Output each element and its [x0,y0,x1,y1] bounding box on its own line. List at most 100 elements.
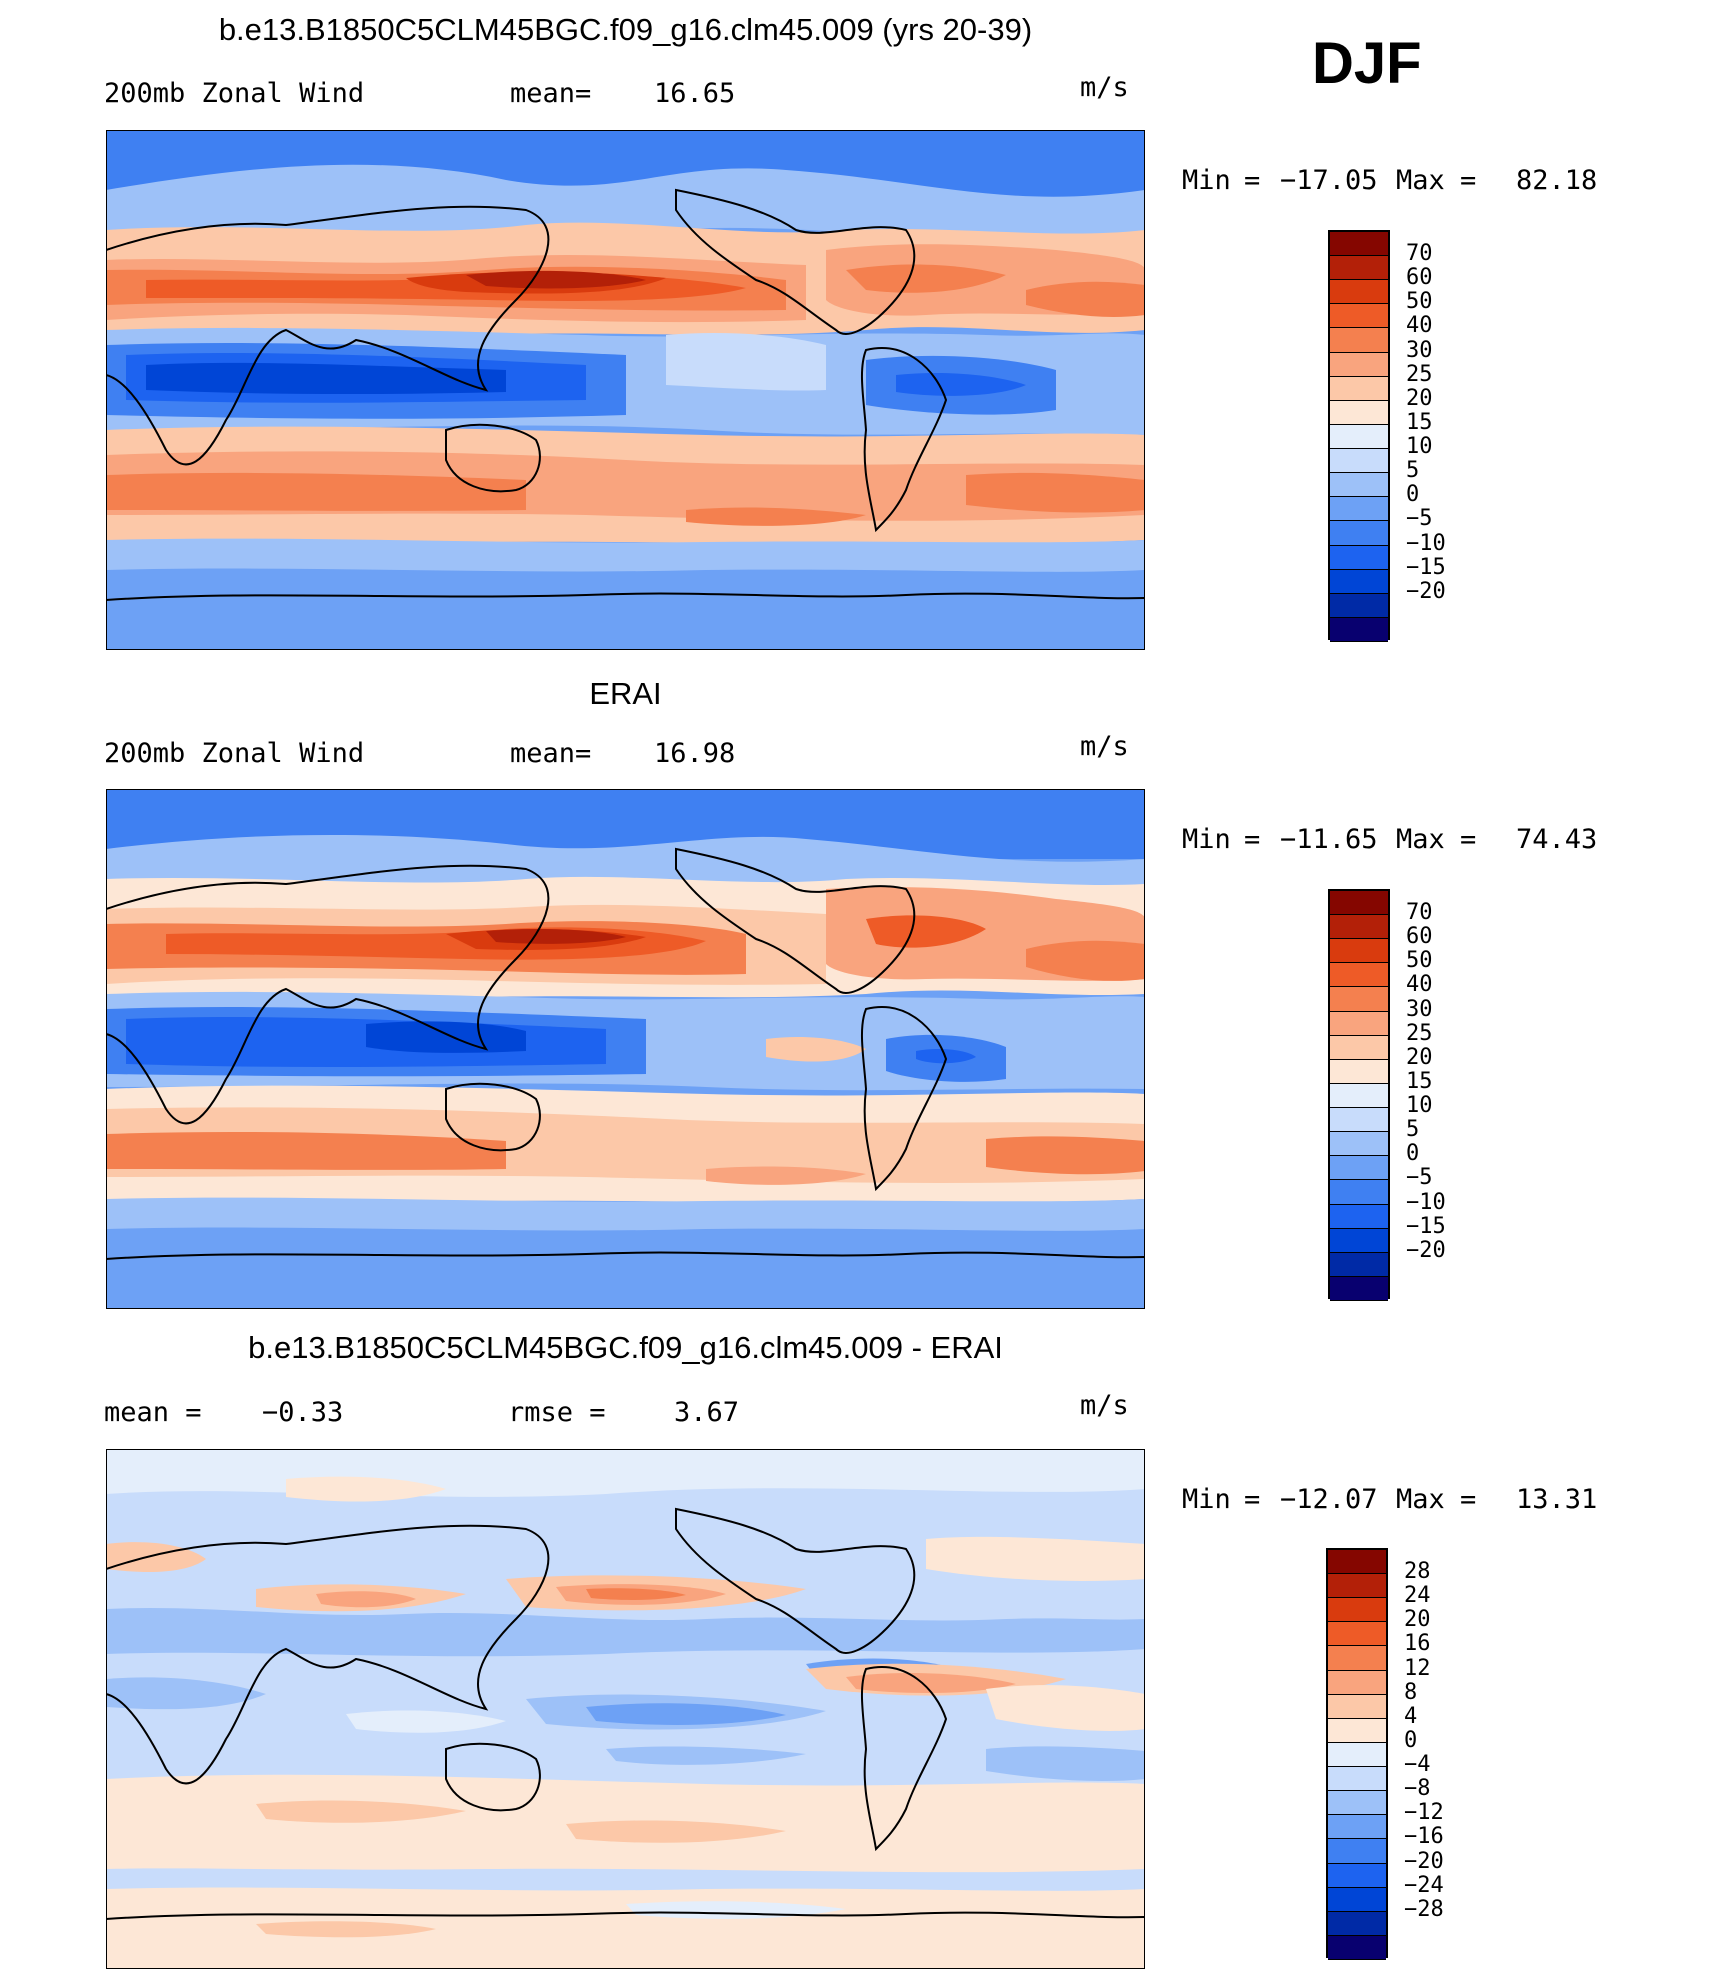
colorbar-swatch [1330,545,1388,570]
panel-1-max-eq: = [1460,165,1477,196]
colorbar-swatch [1328,1718,1386,1743]
colorbar-swatch [1330,449,1388,474]
panel-2-max-label: Max [1396,824,1445,855]
colorbar-swatch [1330,939,1388,964]
panel-3-map-svg [106,1449,1145,1969]
antarctic-inner [106,568,1145,650]
colorbar-tick-label: 20 [1404,1607,1431,1633]
south-america-coast [860,347,948,533]
colorbar-swatch [1330,473,1388,498]
panel-2-mean-value: 16.98 [654,738,736,769]
antarctic-pos [256,1921,436,1938]
colorbar-swatch [1330,256,1388,281]
panel-3-mean-label: mean = [104,1397,202,1428]
colorbar-swatch [1328,1911,1386,1936]
panel-3-colorbar: 28 24 20 16 12 8 4 0 −4 −8 −12 −16 −20 −24 −28 [1326,1548,1444,1960]
panel-1-min-label: Min [1182,165,1231,196]
eurasia-africa-coast [106,864,550,1125]
nh-jet-max [486,929,626,944]
colorbar-tick-label: 20 [1406,1044,1433,1070]
colorbar-swatch [1328,1815,1386,1840]
panel-2-title: ERAI [589,676,662,711]
colorbar-swatch [1330,1059,1388,1084]
panel-2-field-label: 200mb Zonal Wind [104,738,365,769]
colorbar-swatch [1330,424,1388,450]
australia-coast [445,1082,541,1152]
panel-3-title: b.e13.B1850C5CLM45BGC.f09_g16.clm45.009 … [248,1330,1003,1365]
sh-neg-2 [986,1746,1145,1782]
colorbar-swatch [1330,593,1388,618]
colorbar-tick-label: 20 [1406,385,1433,411]
panel-2-mean-label: mean= [510,738,592,769]
pos-east [986,1685,1145,1731]
colorbar-tick-label: 12 [1404,1655,1431,1681]
colorbar-tick-label: −15 [1406,1213,1446,1239]
panel-3-max-eq: = [1460,1484,1477,1515]
colorbar-tick-label: 25 [1406,1020,1433,1046]
colorbar-tick-label: 30 [1406,996,1433,1022]
colorbar-swatch [1330,304,1388,329]
colorbar-tick-label: −8 [1404,1776,1431,1802]
panel-2-max-value: 74.43 [1516,824,1598,855]
panel-3-rmse-value: 3.67 [674,1397,740,1428]
pacific-warm-spot [766,1037,866,1062]
colorbar-tick-label: 10 [1406,434,1433,460]
antarctica-coast [106,1911,1145,1920]
panel-2-units: m/s [1080,731,1129,762]
colorbar-tick-label: −12 [1404,1800,1444,1826]
panel-1-map-svg [106,130,1145,650]
light-patch [346,1710,506,1733]
colorbar-tick-label: −28 [1404,1896,1444,1922]
panel-2-min-eq: = [1244,824,1261,855]
colorbar-tick-label: 0 [1406,1141,1420,1167]
neg-west [106,1677,266,1710]
colorbar-tick-label: 0 [1404,1727,1418,1753]
colorbar-swatch [1330,1083,1388,1109]
colorbar-tick-label: −5 [1406,506,1433,532]
south-america-coast [860,1666,948,1852]
neg-tropics-core [586,1703,786,1725]
panel-1-max-label: Max [1396,165,1445,196]
colorbar-swatch [1330,376,1388,401]
colorbar-swatch [1330,1228,1388,1253]
antarctica-coast [106,1251,1145,1260]
colorbar-tick-label: −16 [1404,1824,1444,1850]
colorbar-box [1326,1548,1388,1960]
panel-3-min-value: −12.07 [1280,1484,1378,1515]
pacific-lightband [666,333,826,391]
colorbar-swatch [1330,1252,1388,1277]
colorbar-tick-label: −15 [1406,554,1446,580]
panel-3-units: m/s [1080,1390,1129,1421]
colorbar-tick-label: −5 [1406,1165,1433,1191]
eurasia-africa-coast [106,1524,550,1785]
australia-coast [445,1742,541,1812]
australia-coast [445,423,541,493]
warm-patch-1 [286,1476,446,1502]
colorbar-swatch [1328,1935,1386,1960]
colorbar-tick-label: 8 [1404,1679,1418,1705]
colorbar-swatch [1328,1791,1386,1816]
colorbar-swatch [1330,1035,1388,1060]
colorbar-box [1328,889,1390,1301]
panel-1-mean-label: mean= [510,78,592,109]
atlantic-jet-core [846,264,1006,293]
colorbar-tick-label: −10 [1406,1189,1446,1215]
colorbar-box [1328,230,1390,642]
pos-atlantic-core [846,1673,1016,1694]
sh-jet-core-east [966,472,1145,513]
nh-pos-1-core [316,1591,416,1608]
colorbar-tick-label: 60 [1406,265,1433,291]
panel-1-units: m/s [1080,72,1129,103]
colorbar-tick-label: 10 [1406,1093,1433,1119]
colorbar-tick-label: 40 [1406,313,1433,339]
colorbar-swatch [1328,1742,1386,1768]
colorbar-tick-label: −4 [1404,1752,1431,1778]
tropics-core [146,362,506,395]
colorbar-swatch [1330,1276,1388,1301]
panel-2-min-label: Min [1182,824,1231,855]
warm-patch-2 [926,1536,1145,1581]
panel-1-min-value: −17.05 [1280,165,1378,196]
colorbar-tick-label: 4 [1404,1703,1418,1729]
colorbar-swatch [1330,1180,1388,1205]
panel-3-min-eq: = [1244,1484,1261,1515]
